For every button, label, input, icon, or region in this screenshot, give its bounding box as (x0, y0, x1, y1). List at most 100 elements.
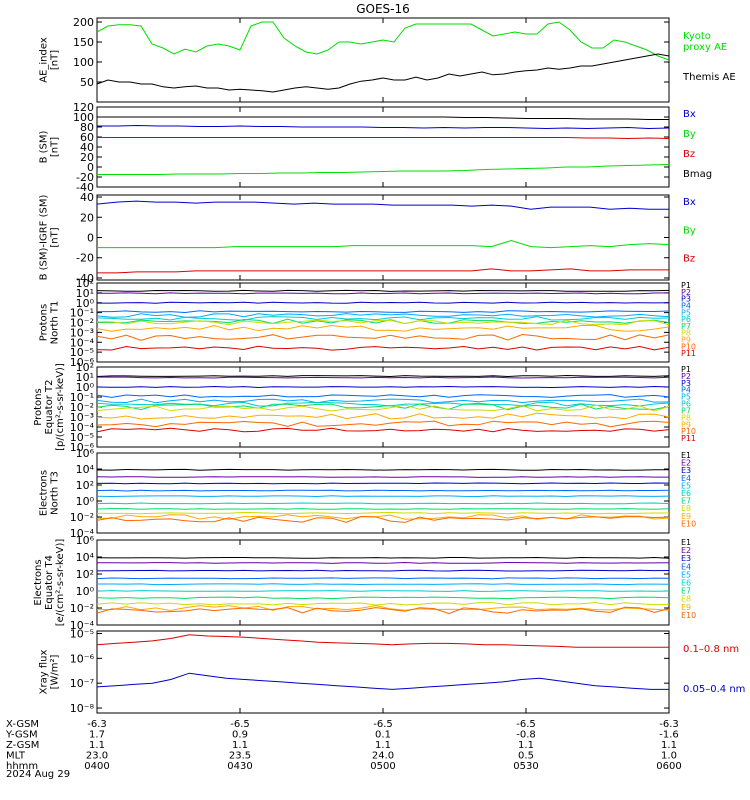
y-axis-label: Equator T2 (44, 380, 55, 435)
series-line-P4 (97, 310, 670, 314)
y-tick-label: 10⁰ (76, 585, 95, 598)
y-tick-label: 10⁰ (76, 297, 95, 310)
series-line-0.05–0.4-nm (96, 672, 669, 690)
y-tick-label: 10⁻⁴ (70, 421, 95, 434)
y-axis-label: B (SM) (39, 130, 50, 163)
legend-label: P1 (681, 281, 691, 290)
series-line-E7 (96, 596, 670, 600)
y-axis-label: Equator T4 (44, 555, 55, 610)
x-row-label: hhmm (6, 761, 38, 772)
series-line-0.1–0.8-nm (96, 634, 669, 648)
y-axis-label: Electrons (33, 559, 44, 605)
series-line-E3 (96, 569, 670, 572)
legend-label: P7 (681, 322, 691, 331)
y-tick-label: 40 (80, 191, 94, 204)
x-row-label: Y-GSM (5, 730, 38, 741)
legend-label: P2 (681, 288, 691, 297)
y-tick-label: 10⁶ (76, 447, 95, 460)
series-line-Bz (97, 137, 670, 140)
x-tick-label: 24.0 (372, 751, 394, 762)
y-tick-label: 10¹ (76, 287, 94, 300)
y-tick-label: 10⁴ (76, 463, 95, 476)
legend-label: Themis AE (682, 72, 736, 83)
y-tick-label: 10⁻¹ (70, 307, 94, 320)
y-tick-label: -40 (76, 272, 94, 285)
series-line-Kyoto-proxy-AE (96, 21, 670, 61)
series-line-E9 (96, 514, 670, 520)
y-tick-label: -40 (76, 181, 94, 194)
panel-7: 10⁻⁴ 10⁻² 10⁰ 10² 10⁴ 10⁶ Electrons Equator T4[… (33, 534, 696, 632)
x-tick-label: 0.1 (375, 730, 391, 741)
y-tick-label: 10² (76, 277, 94, 290)
series-line-Bz (97, 268, 669, 274)
series-line-E2 (96, 561, 670, 564)
legend-label: E6 (681, 489, 691, 498)
y-tick-label: 10¹ (76, 371, 94, 384)
x-tick-label: 0430 (227, 761, 252, 772)
y-tick-label: 10⁻⁴ (70, 527, 95, 540)
series-line-P2 (97, 376, 670, 379)
series-line-E4 (96, 577, 670, 580)
x-tick-label: 0530 (513, 761, 538, 772)
y-tick-label: 0 (87, 161, 94, 174)
series-line-E5 (97, 583, 670, 586)
series-line-E8 (96, 602, 670, 606)
series-line-P9 (96, 324, 670, 332)
panel-3: -40 -20 0 20 40 B (SM)-IGRF (SM) [nT] Bx By Bz (39, 191, 696, 285)
series-line-P11 (96, 345, 670, 351)
y-tick-label: 150 (73, 36, 94, 49)
legend-label: P10 (681, 342, 696, 351)
legend-label: E7 (681, 497, 691, 506)
y-tick-label: 10⁻⁷ (70, 677, 94, 690)
y-tick-label: 10⁻² (70, 602, 94, 615)
x-tick-label: 23.0 (86, 751, 108, 762)
legend-label: Bx (683, 197, 696, 208)
legend-label: P3 (681, 379, 691, 388)
legend-label: E4 (681, 474, 691, 483)
legend-label: 0.05–0.4 nm (683, 684, 745, 695)
series-line-P3 (96, 385, 670, 389)
y-axis-label: Protons (39, 304, 50, 341)
y-tick-label: -20 (76, 252, 94, 265)
x-tick-label: 1.1 (232, 740, 248, 751)
series-line-E3 (96, 482, 670, 485)
y-tick-label: 10² (76, 568, 94, 581)
series-line-By (97, 164, 670, 175)
y-axis-label: [W/m²] (50, 654, 61, 689)
series-line-P6 (96, 401, 670, 407)
y-axis-label: [e/(cm²-s-sr-keV)] (55, 539, 66, 627)
series-line-Bx (96, 200, 669, 210)
legend-label: E8 (681, 504, 691, 513)
y-tick-label: 50 (80, 76, 94, 89)
y-tick-label: 100 (73, 56, 94, 69)
y-tick-label: 20 (80, 211, 94, 224)
legend-label: P4 (681, 386, 691, 395)
x-row-label: X-GSM (6, 719, 39, 730)
y-axis-label: [nT] (50, 227, 61, 247)
series-line-By (97, 239, 670, 249)
series-line-P6 (96, 316, 670, 321)
x-tick-label: 0.9 (232, 730, 248, 741)
series-line-E10 (96, 606, 670, 615)
x-row-label: Z-GSM (6, 740, 39, 751)
legend-label: E10 (681, 519, 696, 528)
series-line-P7 (96, 318, 670, 325)
series-line-P3 (97, 301, 670, 304)
series-line-E8 (96, 511, 669, 515)
y-tick-label: 10⁻³ (70, 326, 94, 339)
x-tick-label: 1.7 (89, 730, 105, 741)
y-tick-label: 10⁻⁴ (70, 336, 95, 349)
x-tick-label: -6.5 (373, 719, 393, 730)
y-tick-label: 100 (73, 111, 94, 124)
legend-label: P6 (681, 315, 691, 324)
y-axis-label: North T1 (50, 301, 61, 345)
x-tick-label: 0500 (370, 761, 395, 772)
panel-frame (96, 366, 670, 448)
legend-label: 0.1–0.8 nm (683, 644, 739, 655)
legend-label: E10 (681, 611, 696, 620)
y-axis-label: [p/(cm²-s-sr-keV)] (55, 363, 66, 451)
x-row-label: MLT (6, 751, 26, 762)
legend-label: P9 (681, 420, 691, 429)
